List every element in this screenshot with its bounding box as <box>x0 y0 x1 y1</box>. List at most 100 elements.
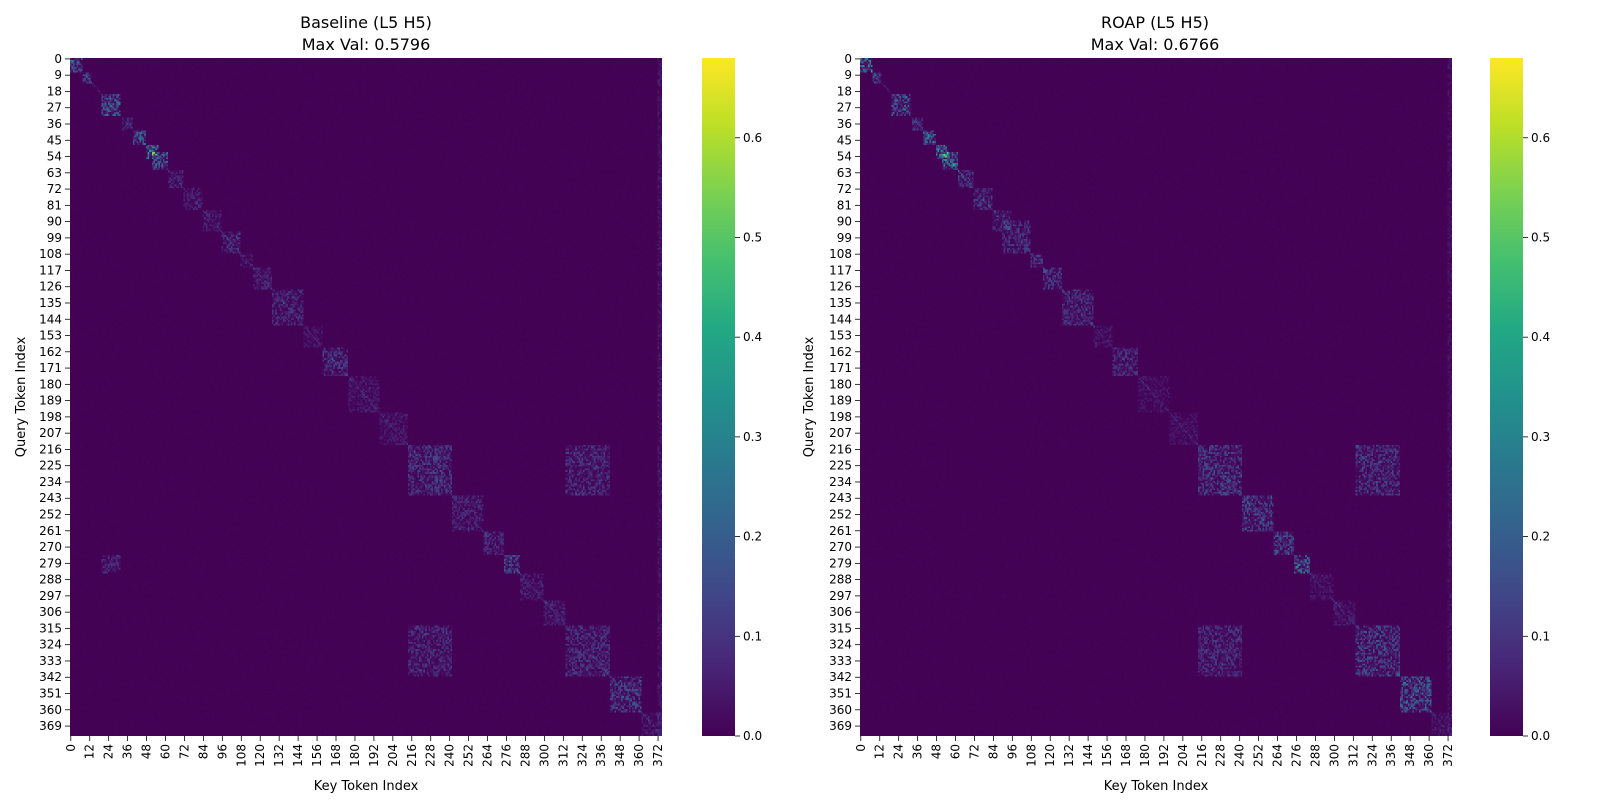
y-tick-label: 333 <box>829 654 852 668</box>
colorbar-tick-label: 0.2 <box>743 530 762 544</box>
roap-x-axis-label: Key Token Index <box>1104 779 1209 794</box>
y-tick-label: 81 <box>837 198 852 212</box>
x-tick-label: 180 <box>1138 744 1152 767</box>
colorbar-tick-label: 0.1 <box>743 629 762 643</box>
x-tick-label: 324 <box>575 744 589 767</box>
y-tick-label: 243 <box>829 491 852 505</box>
x-tick-label: 252 <box>462 744 476 767</box>
x-tick-label: 72 <box>967 744 981 759</box>
y-tick-label: 261 <box>39 524 62 538</box>
y-tick-label: 225 <box>829 459 852 473</box>
y-tick-label: 279 <box>829 556 852 570</box>
y-tick-label: 126 <box>39 280 62 294</box>
y-tick-label: 144 <box>829 312 852 326</box>
x-tick-label: 48 <box>930 744 944 759</box>
y-tick-label: 72 <box>47 182 62 196</box>
x-tick-label: 360 <box>632 744 646 767</box>
y-tick-label: 306 <box>39 605 62 619</box>
y-tick-label: 198 <box>829 410 852 424</box>
colorbar-tick-label: 0.5 <box>743 230 762 244</box>
x-tick-label: 180 <box>348 744 362 767</box>
roap-title-line2: Max Val: 0.6766 <box>1091 35 1220 54</box>
x-tick-label: 84 <box>986 744 1000 759</box>
x-tick-label: 132 <box>272 744 286 767</box>
baseline-x-axis-label: Key Token Index <box>314 779 419 794</box>
colorbar-tick-label: 0.4 <box>743 330 762 344</box>
y-tick-label: 351 <box>39 687 62 701</box>
y-tick-label: 225 <box>39 459 62 473</box>
roap-panel: ROAP (L5 H5) Max Val: 0.6766 0 9 18 27 36 45 5… <box>802 13 1550 794</box>
y-tick-label: 297 <box>829 589 852 603</box>
x-tick-label: 216 <box>405 744 419 767</box>
x-tick-label: 12 <box>83 744 97 759</box>
y-tick-label: 207 <box>39 426 62 440</box>
y-tick-label: 189 <box>39 394 62 408</box>
x-tick-label: 372 <box>1441 744 1455 767</box>
x-tick-label: 24 <box>892 744 906 759</box>
y-tick-label: 180 <box>829 377 852 391</box>
x-tick-label: 204 <box>386 744 400 767</box>
y-tick-label: 99 <box>47 231 62 245</box>
y-tick-label: 0 <box>844 52 852 66</box>
y-tick-label: 153 <box>39 329 62 343</box>
y-tick-label: 72 <box>837 182 852 196</box>
roap-y-ticks: 0 9 18 27 36 45 54 63 72 81 90 99 108 117 126 135 144 153… <box>829 52 860 733</box>
x-tick-label: 204 <box>1176 744 1190 767</box>
baseline-panel: Baseline (L5 H5) Max Val: 0.5796 0 9 18 27 3… <box>14 13 762 794</box>
y-tick-label: 369 <box>829 719 852 733</box>
y-tick-label: 18 <box>47 84 62 98</box>
x-tick-label: 84 <box>196 744 210 759</box>
roap-x-ticks: 0 12 24 36 48 60 72 84 96 108 120 132 144 156 168 180 19… <box>854 736 1455 767</box>
y-tick-label: 189 <box>829 394 852 408</box>
x-tick-label: 240 <box>1233 744 1247 767</box>
x-tick-label: 12 <box>873 744 887 759</box>
x-tick-label: 264 <box>481 744 495 767</box>
x-tick-label: 288 <box>1308 744 1322 767</box>
x-tick-label: 276 <box>500 744 514 767</box>
x-tick-label: 144 <box>291 744 305 767</box>
y-tick-label: 234 <box>829 475 852 489</box>
y-tick-label: 342 <box>829 670 852 684</box>
roap-title-line1: ROAP (L5 H5) <box>1101 13 1209 32</box>
x-tick-label: 120 <box>253 744 267 767</box>
y-tick-label: 135 <box>39 296 62 310</box>
x-tick-label: 312 <box>556 744 570 767</box>
y-tick-label: 27 <box>47 101 62 115</box>
y-tick-label: 270 <box>39 540 62 554</box>
y-tick-label: 18 <box>837 84 852 98</box>
y-tick-label: 288 <box>829 573 852 587</box>
x-tick-label: 72 <box>177 744 191 759</box>
baseline-heatmap <box>70 58 662 736</box>
y-tick-label: 306 <box>829 605 852 619</box>
x-tick-label: 24 <box>102 744 116 759</box>
y-tick-label: 45 <box>47 133 62 147</box>
y-tick-label: 333 <box>39 654 62 668</box>
x-tick-label: 120 <box>1043 744 1057 767</box>
y-tick-label: 360 <box>829 703 852 717</box>
y-tick-label: 126 <box>829 280 852 294</box>
x-tick-label: 48 <box>140 744 154 759</box>
x-tick-label: 96 <box>215 744 229 759</box>
colorbar-tick-label: 0.6 <box>1531 131 1550 145</box>
x-tick-label: 336 <box>594 744 608 767</box>
y-tick-label: 369 <box>39 719 62 733</box>
x-tick-label: 360 <box>1422 744 1436 767</box>
y-tick-label: 216 <box>39 442 62 456</box>
x-tick-label: 288 <box>518 744 532 767</box>
y-tick-label: 315 <box>829 621 852 635</box>
x-tick-label: 144 <box>1081 744 1095 767</box>
x-tick-label: 0 <box>64 744 78 752</box>
colorbar-tick-label: 0.0 <box>743 729 762 743</box>
x-tick-label: 264 <box>1271 744 1285 767</box>
x-tick-label: 252 <box>1252 744 1266 767</box>
y-tick-label: 36 <box>47 117 62 131</box>
y-tick-label: 162 <box>829 345 852 359</box>
x-tick-label: 132 <box>1062 744 1076 767</box>
y-tick-label: 234 <box>39 475 62 489</box>
baseline-title-line1: Baseline (L5 H5) <box>300 13 432 32</box>
x-tick-label: 216 <box>1195 744 1209 767</box>
y-tick-label: 270 <box>829 540 852 554</box>
y-tick-label: 198 <box>39 410 62 424</box>
x-tick-label: 0 <box>854 744 868 752</box>
y-tick-label: 279 <box>39 556 62 570</box>
